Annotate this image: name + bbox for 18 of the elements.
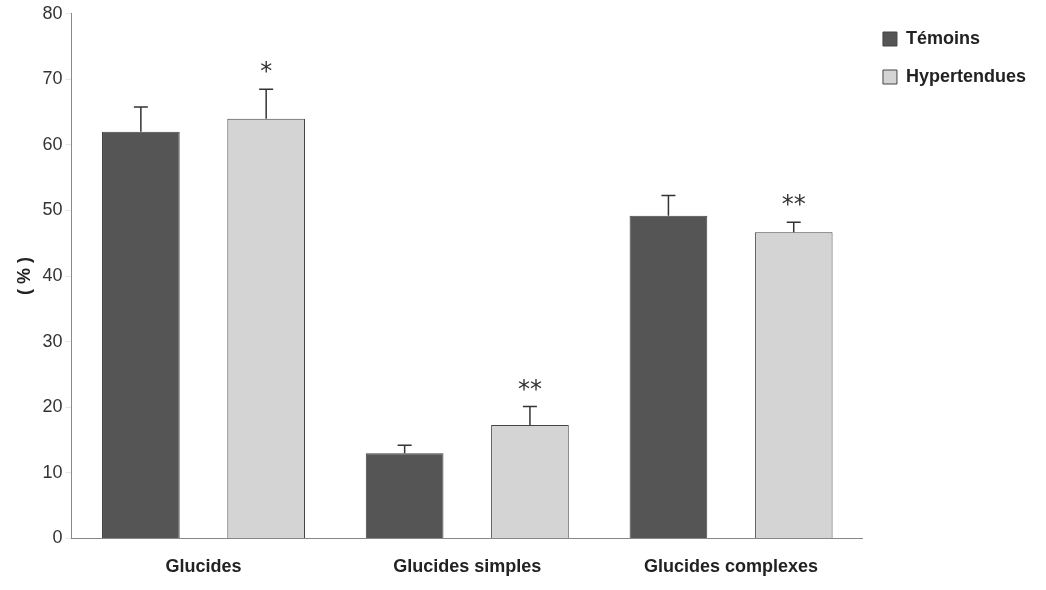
annotation: * [260, 57, 273, 86]
y-axis-title: ( % ) [13, 257, 34, 296]
x-tick-label: Glucides complexes [644, 556, 819, 577]
annotation: ** [517, 374, 542, 403]
y-tick-label: 40 [42, 265, 63, 286]
y-tick-label: 50 [42, 199, 63, 220]
x-tick-label: Glucides simples [393, 556, 542, 577]
annotation: ** [781, 190, 806, 219]
y-tick-label: 0 [52, 527, 63, 548]
x-tick-label: Glucides [165, 556, 242, 577]
y-tick-label: 60 [42, 133, 63, 154]
y-tick-label: 80 [42, 2, 63, 23]
y-tick-label: 30 [42, 330, 63, 351]
y-tick-label: 70 [42, 68, 63, 89]
y-tick-label: 20 [42, 396, 63, 417]
legend-label: Témoins [905, 27, 980, 48]
legend-label: Hypertendues [905, 65, 1027, 86]
y-tick-label: 10 [42, 461, 63, 482]
